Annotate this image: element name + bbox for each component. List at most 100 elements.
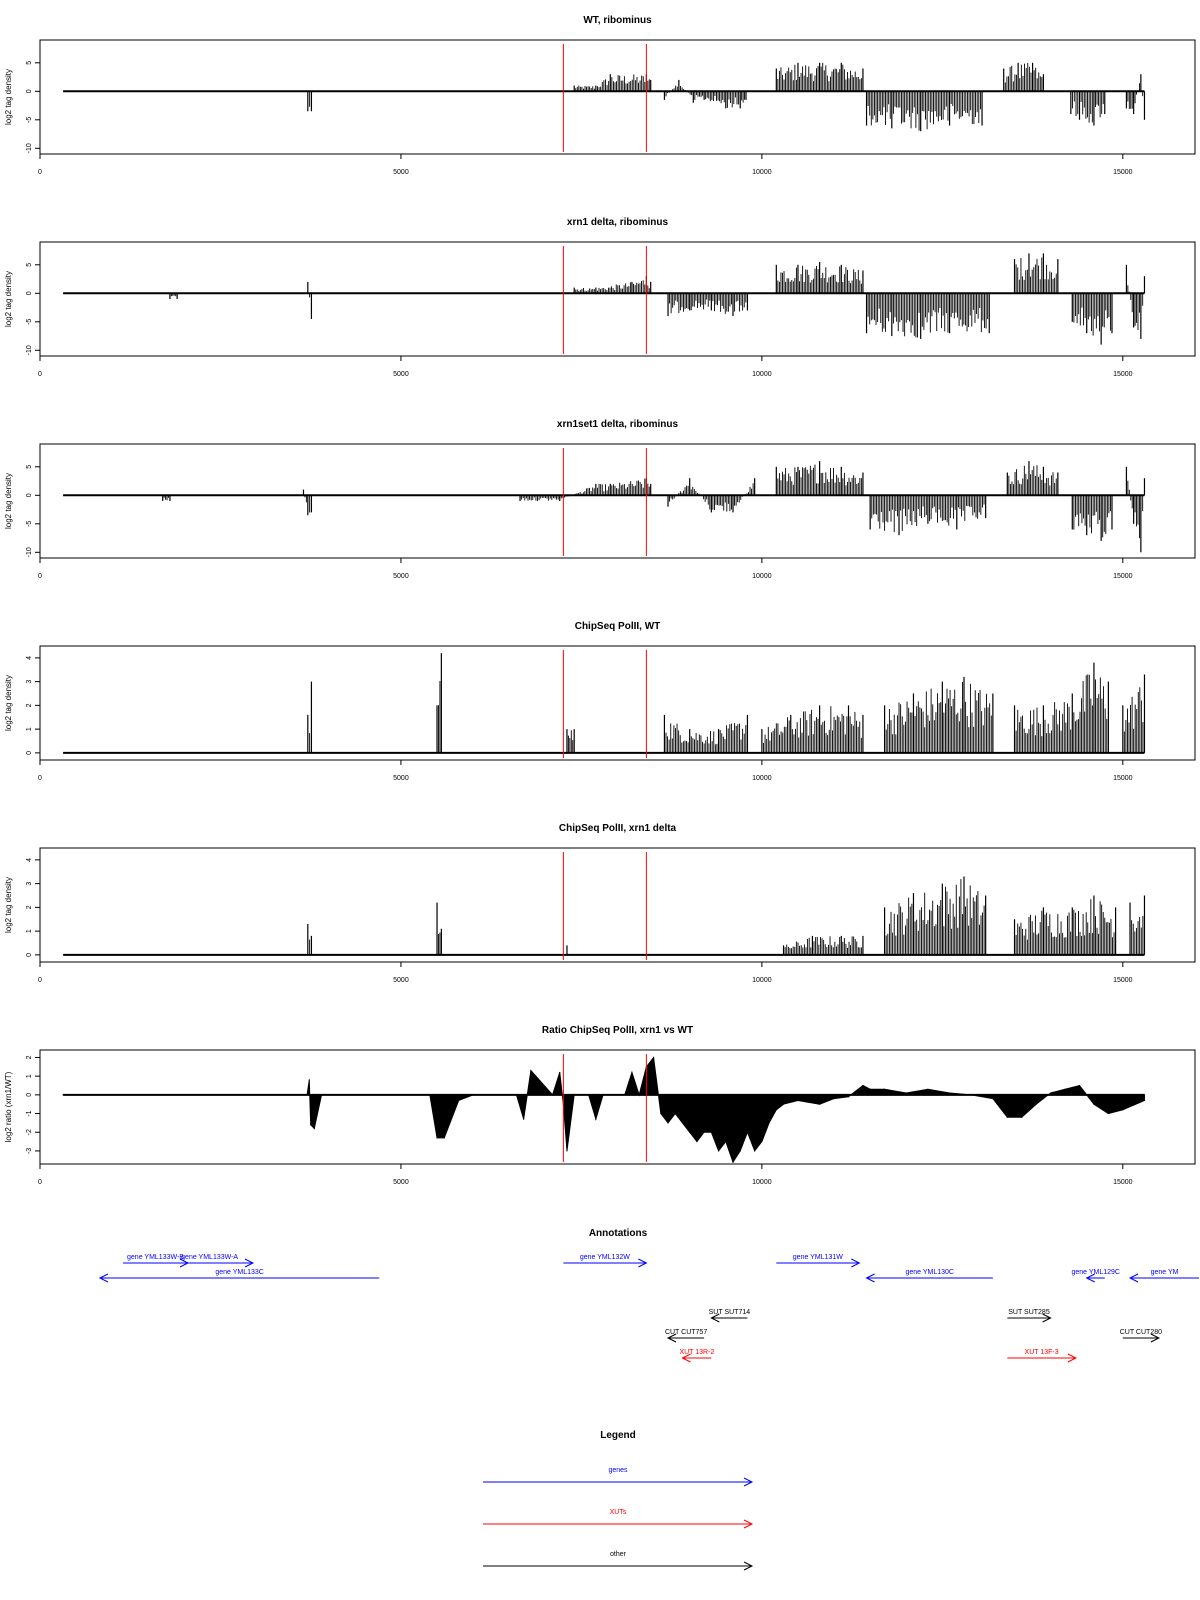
- chart-title: WT, ribominus: [583, 15, 652, 26]
- chart-panel-3: xrn1set1 delta, ribominus -10 -5 0 5 log2 tag…: [4, 419, 1196, 580]
- y-tick-label: -2: [26, 1129, 33, 1135]
- legend-panel: Legend genes XUTs other: [483, 1430, 754, 1571]
- x-tick-label: 15000: [1113, 169, 1133, 176]
- x-tick-label: 10000: [752, 977, 772, 984]
- x-tick-label: 5000: [393, 371, 409, 378]
- series-4: [782, 935, 864, 955]
- ratio-point: [559, 1071, 561, 1074]
- ratio-point: [710, 1131, 712, 1133]
- feature-arrowhead: [98, 1273, 109, 1283]
- series-2: [573, 74, 652, 92]
- ratio-point: [62, 1094, 64, 1096]
- feature-label: SUT SUT285: [1008, 1309, 1050, 1316]
- ratio-point: [602, 1094, 604, 1096]
- ratio-point: [1078, 1084, 1081, 1087]
- y-tick-label: -1: [26, 1110, 33, 1116]
- series-6: [869, 495, 987, 536]
- feature-arrowhead: [681, 1353, 691, 1363]
- chart-title: ChipSeq PolII, xrn1 delta: [559, 823, 677, 834]
- plot-frame: [39, 847, 1196, 963]
- series-4: [663, 714, 749, 753]
- annotation-feature: SUT SUT285: [1007, 1309, 1052, 1323]
- annotation-feature: CUT CUT280: [1120, 1329, 1162, 1343]
- ratio-point: [306, 1094, 308, 1096]
- feature-arrowhead: [1067, 1353, 1078, 1363]
- y-tick-label: 5: [26, 61, 33, 65]
- ratio-point: [523, 1118, 525, 1120]
- legend-label: XUTs: [610, 1509, 627, 1516]
- ratio-point: [551, 1094, 554, 1096]
- y-tick-label: 0: [26, 751, 33, 755]
- series-2: [436, 902, 442, 955]
- legend-label: genes: [608, 1467, 628, 1474]
- y-tick-label: -10: [26, 143, 33, 153]
- series-2: [302, 489, 313, 516]
- feature-arrowhead: [666, 1333, 677, 1343]
- ratio-point: [429, 1094, 431, 1096]
- series-7: [1006, 461, 1059, 496]
- y-tick-label: 4: [26, 858, 33, 862]
- annotation-feature: gene YML132W: [563, 1254, 648, 1268]
- chart-title: Ratio ChipSeq PolII, xrn1 vs WT: [542, 1025, 693, 1036]
- ratio-point: [797, 1099, 799, 1102]
- ratio-point: [732, 1161, 734, 1163]
- y-tick-label: 0: [26, 493, 33, 497]
- feature-arrowhead: [638, 1258, 648, 1268]
- feature-arrowhead: [865, 1273, 875, 1283]
- series-6: [1003, 62, 1045, 92]
- annotation-feature: gene YML131W: [776, 1254, 861, 1268]
- y-tick-label: -10: [26, 345, 33, 355]
- series-8: [1122, 674, 1146, 753]
- x-tick-label: 10000: [752, 169, 772, 176]
- feature-label: gene YML129C: [1071, 1269, 1120, 1276]
- annotations-title: Annotations: [589, 1228, 648, 1239]
- ratio-point: [458, 1099, 460, 1102]
- chart-panel-5: ChipSeq PolII, xrn1 delta 0 1 2 3 4 log2 tag d…: [4, 823, 1196, 984]
- x-tick-label: 15000: [1113, 371, 1133, 378]
- y-axis-label: log2 tag density: [4, 473, 13, 529]
- annotation-feature: XUT 13R-2: [679, 1349, 714, 1363]
- y-tick-label: 3: [26, 882, 33, 886]
- feature-label: gene YM: [1151, 1269, 1179, 1276]
- x-tick-label: 15000: [1113, 977, 1133, 984]
- ratio-point: [782, 1103, 785, 1105]
- x-tick-label: 15000: [1113, 1179, 1133, 1186]
- y-tick-label: 5: [26, 465, 33, 469]
- ratio-point: [588, 1094, 590, 1096]
- feature-label: XUT 13F-3: [1025, 1349, 1059, 1356]
- ratio-point: [768, 1122, 770, 1124]
- ratio-point: [320, 1094, 323, 1096]
- ratio-point: [1093, 1103, 1095, 1105]
- x-tick-label: 5000: [393, 573, 409, 580]
- y-axis-label: log2 tag density: [4, 69, 13, 125]
- ratio-point: [660, 1112, 662, 1115]
- chart-title: ChipSeq PolII, WT: [575, 621, 661, 632]
- feature-arrowhead: [1150, 1333, 1161, 1343]
- feature-label: gene YML133W-B: [127, 1254, 184, 1261]
- ratio-point: [443, 1137, 445, 1139]
- y-tick-label: 0: [26, 1093, 33, 1097]
- ratio-point: [624, 1094, 626, 1096]
- ratio-point: [703, 1131, 705, 1133]
- feature-label: gene YML133C: [215, 1269, 264, 1276]
- x-tick-label: 5000: [393, 1179, 409, 1186]
- ratio-point: [472, 1094, 474, 1096]
- series-3: [663, 79, 747, 109]
- legend-entry-genes: genes: [483, 1467, 754, 1487]
- series-5: [775, 261, 864, 294]
- x-tick-label: 5000: [393, 169, 409, 176]
- ratio-point: [725, 1140, 727, 1143]
- ratio-point: [746, 1131, 749, 1133]
- y-tick-label: 1: [26, 1074, 33, 1078]
- series-5: [775, 461, 864, 496]
- y-tick-label: 0: [26, 291, 33, 295]
- y-axis-label: log2 ratio (xrn1/WT): [4, 1071, 13, 1142]
- ratio-point: [1050, 1092, 1052, 1094]
- x-tick-label: 5000: [393, 977, 409, 984]
- series-3: [566, 729, 575, 753]
- ratio-point: [1021, 1116, 1023, 1118]
- ratio-point: [566, 1150, 568, 1152]
